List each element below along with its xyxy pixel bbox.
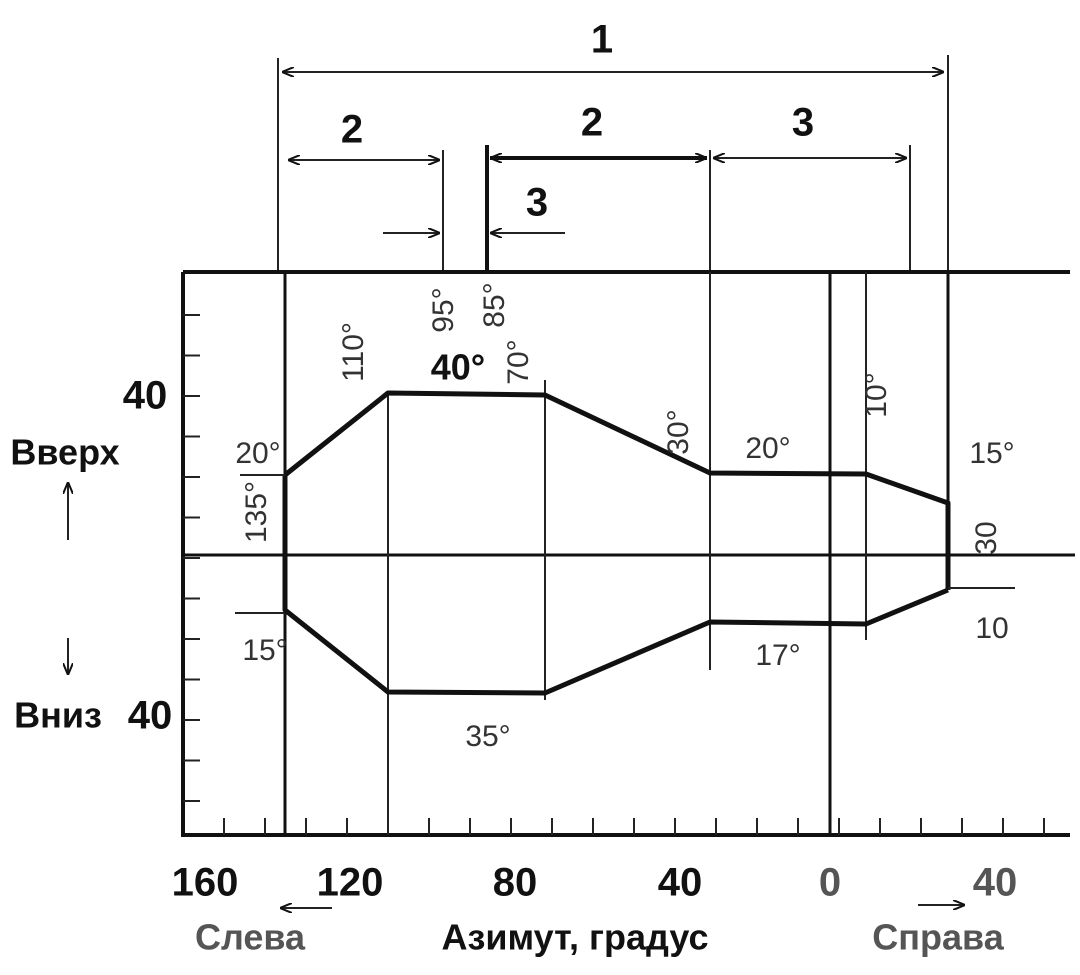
- angle-label: 10°: [860, 372, 893, 417]
- y-tick-label: 40: [128, 694, 173, 738]
- x-tick-label: 40: [973, 861, 1018, 905]
- angle-label: 20°: [235, 437, 280, 470]
- left-label: Слева: [195, 917, 306, 958]
- x-tick-label: 80: [493, 861, 538, 905]
- x-tick-label: 0: [819, 861, 841, 905]
- dimension-label: 1: [591, 18, 613, 62]
- x-axis-title: Азимут, градус: [441, 917, 708, 958]
- upper-boundary: [283, 390, 951, 590]
- x-tick-label: 160: [172, 861, 239, 905]
- angle-label: 30: [970, 521, 1003, 554]
- y-tick-label: 40: [123, 374, 168, 418]
- lower-boundary: [282, 475, 949, 696]
- angle-label: 40°: [431, 347, 485, 388]
- right-label: Справа: [872, 917, 1004, 958]
- axis-ticks: [183, 314, 1045, 835]
- up-label: Вверх: [10, 432, 119, 473]
- dimension-arrows: [282, 72, 944, 233]
- dimension-label: 3: [526, 181, 548, 225]
- x-tick-label: 120: [317, 861, 384, 905]
- frame: [181, 270, 1075, 837]
- dimension-label: 2: [581, 101, 603, 145]
- angle-label: 30°: [662, 409, 695, 454]
- angle-label: 17°: [755, 639, 800, 672]
- angle-label: 135°: [240, 481, 273, 543]
- x-tick-label: 40: [658, 861, 703, 905]
- angle-label: 15°: [969, 437, 1014, 470]
- angle-label: 70°: [502, 339, 535, 384]
- angle-label: 10: [975, 612, 1008, 645]
- angle-label: 85°: [478, 282, 511, 327]
- down-label: Вниз: [14, 695, 102, 736]
- extension-lines: [277, 55, 949, 272]
- angle-label: 110°: [337, 322, 370, 382]
- angle-label: 35°: [465, 720, 510, 753]
- angle-label: 95°: [427, 287, 460, 332]
- dimension-label: 2: [341, 108, 363, 152]
- angle-label: 20°: [745, 432, 790, 465]
- angle-label: 15°: [242, 634, 287, 667]
- dimension-label: 3: [792, 101, 814, 145]
